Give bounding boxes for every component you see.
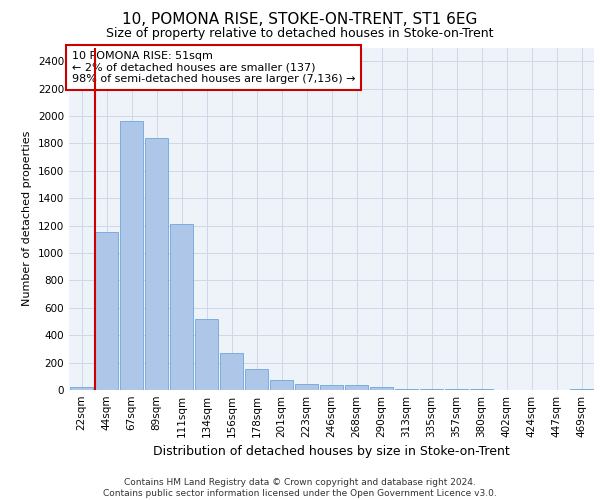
Bar xyxy=(245,369,268,390)
Bar xyxy=(420,389,443,390)
Bar xyxy=(295,384,318,390)
Text: 10 POMONA RISE: 51sqm
← 2% of detached houses are smaller (137)
98% of semi-deta: 10 POMONA RISE: 51sqm ← 2% of detached h… xyxy=(71,51,355,84)
Bar xyxy=(120,122,143,390)
Bar xyxy=(195,319,218,390)
Bar xyxy=(395,388,418,390)
Bar xyxy=(70,386,93,390)
Bar xyxy=(270,380,293,390)
Bar xyxy=(570,388,593,390)
Bar xyxy=(145,138,168,390)
X-axis label: Distribution of detached houses by size in Stoke-on-Trent: Distribution of detached houses by size … xyxy=(153,446,510,458)
Bar xyxy=(345,385,368,390)
Bar xyxy=(170,224,193,390)
Y-axis label: Number of detached properties: Number of detached properties xyxy=(22,131,32,306)
Bar xyxy=(370,388,393,390)
Bar xyxy=(220,353,243,390)
Text: Size of property relative to detached houses in Stoke-on-Trent: Size of property relative to detached ho… xyxy=(106,28,494,40)
Text: 10, POMONA RISE, STOKE-ON-TRENT, ST1 6EG: 10, POMONA RISE, STOKE-ON-TRENT, ST1 6EG xyxy=(122,12,478,28)
Text: Contains HM Land Registry data © Crown copyright and database right 2024.
Contai: Contains HM Land Registry data © Crown c… xyxy=(103,478,497,498)
Bar xyxy=(320,385,343,390)
Bar xyxy=(95,232,118,390)
